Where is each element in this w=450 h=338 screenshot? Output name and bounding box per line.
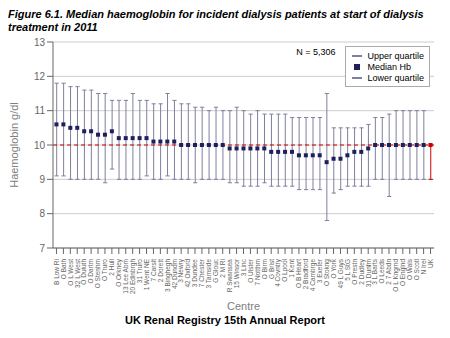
svg-text:R Swansea: R Swansea <box>225 259 233 293</box>
svg-text:11: 11 <box>35 105 46 116</box>
svg-text:3 Exeter: 3 Exeter <box>316 259 323 284</box>
svg-text:31 Dunfm: 31 Dunfm <box>364 259 372 288</box>
svg-text:4 Cambrge: 4 Cambrge <box>309 259 317 292</box>
svg-text:O Leeds: O Leeds <box>378 259 386 284</box>
html-text:Median Hb: Median Hb <box>367 61 411 72</box>
svg-text:O York: O York <box>329 259 337 279</box>
svg-text:O Scotl: O Scotl <box>413 259 420 281</box>
svg-text:2 Dorett: 2 Dorett <box>156 259 164 283</box>
svg-text:Centre: Centre <box>227 300 260 312</box>
svg-text:10: 10 <box>34 140 46 151</box>
svg-text:4 Covntry: 4 Covntry <box>274 259 282 287</box>
svg-text:UK: UK <box>427 258 434 268</box>
svg-text:13 Lee Abm: 13 Lee Abm <box>122 259 129 294</box>
svg-text:O Ulster: O Ulster <box>246 259 254 283</box>
svg-text:3 Linc: 3 Linc <box>239 259 247 277</box>
svg-text:G Glouc: G Glouc <box>212 259 220 283</box>
svg-text:32 L West: 32 L West <box>73 259 81 288</box>
svg-text:O Englnd: O Englnd <box>399 259 407 287</box>
html-text:Upper quartile: Upper quartile <box>367 50 424 61</box>
svg-text:O Wals: O Wals <box>406 259 414 281</box>
svg-text:Haemoglobin g/dl: Haemoglobin g/dl <box>8 102 20 188</box>
svg-text:O Duluth: O Duluth <box>80 259 88 285</box>
svg-text:42 Oxford: 42 Oxford <box>184 259 192 288</box>
svg-text:O L West: O L West <box>66 259 74 286</box>
svg-text:31 Truro: 31 Truro <box>135 259 143 284</box>
svg-text:7 Carslt: 7 Carslt <box>149 259 157 282</box>
svg-text:3 L Barts: 3 L Barts <box>371 259 379 285</box>
svg-text:8: 8 <box>39 208 45 219</box>
svg-text:O B Heart: O B Heart <box>295 259 303 288</box>
svg-text:N Irel: N Irel <box>419 259 427 275</box>
svg-text:O Bath: O Bath <box>59 259 67 280</box>
svg-text:O Stenhm: O Stenhm <box>94 259 102 289</box>
svg-text:42 Dundm: 42 Dundm <box>170 259 178 289</box>
svg-text:O Stokng: O Stokng <box>322 259 330 287</box>
svg-text:B Low Ri: B Low Ri <box>52 259 60 285</box>
svg-text:7 Chester: 7 Chester <box>198 259 206 288</box>
svg-text:2 Bradford: 2 Bradford <box>302 259 310 290</box>
svg-text:2 M Ri: 2 M Ri <box>219 259 226 278</box>
svg-text:O Truro: O Truro <box>101 259 109 281</box>
svg-text:G Brist: G Brist <box>267 259 275 279</box>
svg-text:5 L StG: 5 L StG <box>343 259 351 281</box>
svg-text:7: 7 <box>39 243 45 254</box>
svg-text:3 Dundee: 3 Dundee <box>191 259 199 288</box>
svg-text:O L Kngmd: O L Kngmd <box>392 259 400 292</box>
svg-text:2 Dudley: 2 Dudley <box>357 259 365 285</box>
html-text:N = 5,306: N = 5,306 <box>296 47 336 57</box>
svg-text:1 Kent: 1 Kent <box>288 259 296 278</box>
svg-text:O Dartm: O Dartm <box>87 259 95 284</box>
svg-text:3 Newry: 3 Newry <box>177 259 185 283</box>
svg-text:7 Notthm: 7 Notthm <box>253 259 261 286</box>
svg-text:O Orkney: O Orkney <box>115 259 123 287</box>
svg-text:2 Hull: 2 Hull <box>108 259 116 276</box>
html-text:Figure 6.1. Median haemoglobin: Figure 6.1. Median haemoglobin for incid… <box>8 8 424 33</box>
svg-text:20 Edinbrgh: 20 Edinbrgh <box>129 259 136 295</box>
svg-text:12: 12 <box>34 71 46 82</box>
svg-text:1 Went NE: 1 Went NE <box>142 259 150 291</box>
svg-text:9: 9 <box>39 174 45 185</box>
svg-text:3 Tamside: 3 Tamside <box>205 259 213 289</box>
svg-text:O Prestn: O Prestn <box>350 259 358 285</box>
svg-text:3 Binghegh: 3 Binghegh <box>163 259 171 292</box>
svg-text:O Lpool: O Lpool <box>281 259 289 282</box>
svg-text:2 7 Abdn: 2 7 Abdn <box>385 259 393 285</box>
svg-text:13: 13 <box>34 37 46 48</box>
svg-text:15 Winsor: 15 Winsor <box>232 259 240 289</box>
svg-text:49 L Guys: 49 L Guys <box>336 259 344 289</box>
html-text:Lower quartile: Lower quartile <box>367 72 424 83</box>
html-text:UK Renal Registry 15th Annual: UK Renal Registry 15th Annual Report <box>125 314 325 326</box>
svg-text:O Birm: O Birm <box>260 259 268 280</box>
